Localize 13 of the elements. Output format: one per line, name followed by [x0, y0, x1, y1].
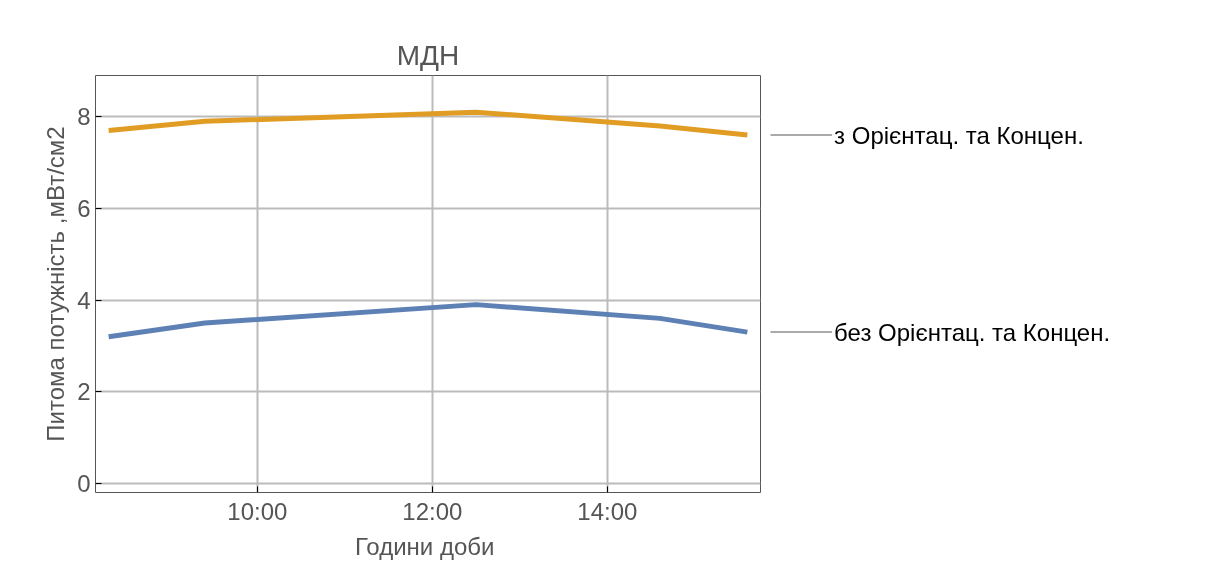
x-tick-label: 10:00	[227, 497, 288, 525]
x-axis-title: Години доби	[354, 532, 495, 560]
chart-title: МДН	[396, 39, 460, 71]
y-tick-label: 4	[77, 286, 91, 314]
y-tick-label: 2	[77, 378, 91, 406]
y-axis-title: Питома потужність ,мВт/см2	[42, 126, 70, 442]
text: без Орієнтац. та Концен.	[834, 318, 1111, 346]
x-tick-label: 12:00	[402, 497, 463, 525]
x-tick-label: 14:00	[577, 497, 638, 525]
y-tick-label: 0	[77, 469, 91, 497]
text: з Орієнтац. та Концен.	[834, 121, 1084, 149]
y-tick-label: 8	[77, 103, 91, 131]
y-tick-label: 6	[77, 194, 91, 222]
